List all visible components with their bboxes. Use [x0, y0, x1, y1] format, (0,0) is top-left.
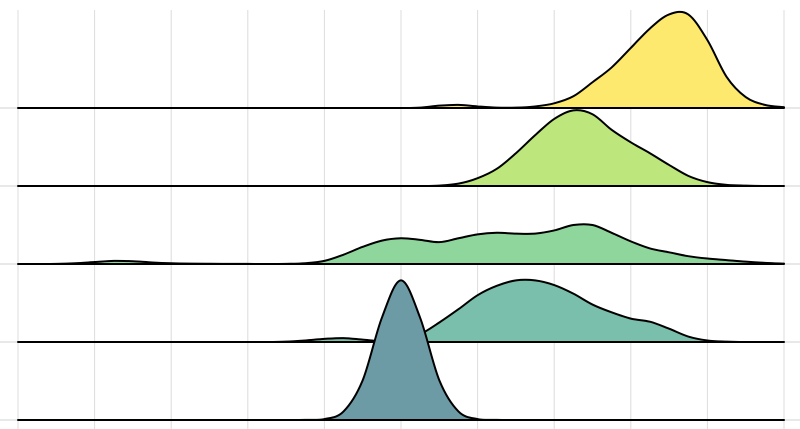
ridge: [17, 279, 785, 422]
ridge: [17, 223, 785, 266]
ridge: [17, 10, 785, 110]
ridge: [17, 109, 785, 188]
